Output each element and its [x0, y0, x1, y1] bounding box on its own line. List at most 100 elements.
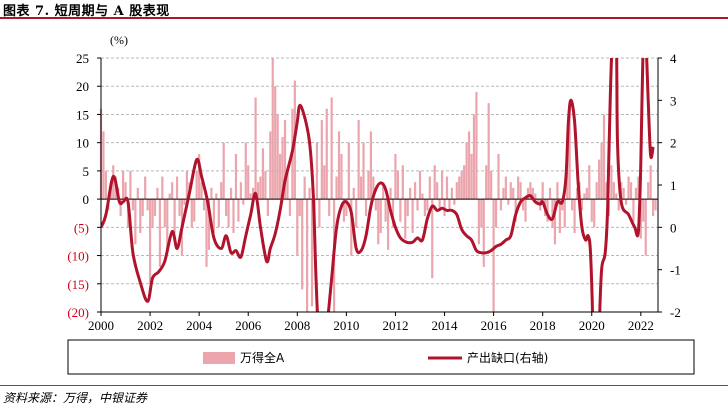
- bar: [382, 182, 385, 200]
- bar: [104, 170, 108, 200]
- bar: [632, 199, 635, 222]
- bar: [602, 114, 606, 200]
- x-tick-label: 2008: [284, 318, 310, 333]
- right-tick-label: 4: [670, 51, 677, 66]
- bar: [102, 131, 105, 200]
- bar: [386, 199, 390, 250]
- bar: [296, 199, 299, 256]
- bar: [374, 199, 377, 211]
- bar: [504, 176, 507, 200]
- bar: [490, 170, 493, 200]
- bar: [453, 199, 456, 205]
- bar: [173, 199, 176, 233]
- bar: [168, 193, 171, 200]
- bar: [649, 165, 652, 200]
- bar: [271, 58, 274, 200]
- page-title: 图表 7. 短周期与 A 股表现: [3, 4, 170, 19]
- bar: [455, 182, 458, 200]
- bar: [134, 199, 137, 245]
- bar: [590, 199, 593, 222]
- bar: [507, 199, 510, 205]
- x-tick-label: 2006: [235, 318, 262, 333]
- bar: [575, 187, 579, 200]
- legend-line-label: 产出缺口(右轴): [467, 350, 548, 365]
- bar: [629, 182, 633, 200]
- bar: [148, 199, 152, 284]
- bar: [637, 176, 640, 200]
- bar: [497, 153, 500, 200]
- right-tick-label: 1: [670, 178, 677, 193]
- bar: [323, 165, 326, 200]
- bar: [178, 199, 181, 217]
- bar: [377, 199, 380, 245]
- bar: [519, 182, 522, 200]
- bar: [328, 199, 331, 217]
- bar: [521, 199, 525, 211]
- bar: [394, 153, 397, 200]
- bar: [301, 199, 304, 290]
- bar: [595, 182, 598, 200]
- bar: [467, 131, 471, 200]
- bar: [426, 199, 429, 211]
- bar: [634, 187, 638, 200]
- bar: [205, 199, 208, 267]
- bar: [571, 199, 574, 211]
- bar: [610, 165, 613, 200]
- gridlines: [101, 57, 658, 285]
- right-axis-ticks: 4 3 2 1 0 -1 -2: [658, 51, 681, 320]
- bar: [612, 182, 615, 200]
- legend-bar-label: 万得全A: [240, 350, 285, 365]
- bar: [413, 182, 417, 200]
- bar: [190, 199, 193, 228]
- bar: [556, 182, 559, 200]
- bar: [286, 170, 289, 200]
- x-tick-label: 2000: [88, 318, 114, 333]
- bar: [580, 199, 584, 211]
- bar: [433, 165, 436, 200]
- bar: [325, 108, 328, 200]
- bar: [200, 182, 203, 200]
- bar: [563, 199, 566, 228]
- bar: [534, 193, 537, 200]
- bar: [298, 199, 301, 217]
- bar: [193, 199, 196, 222]
- bar: [583, 193, 586, 200]
- bar: [647, 182, 650, 200]
- bar: [362, 142, 365, 200]
- bar: [477, 199, 480, 245]
- bar: [526, 187, 530, 200]
- right-tick-label: 3: [670, 93, 677, 108]
- bar: [573, 199, 576, 233]
- bar: [546, 199, 549, 222]
- bar: [593, 199, 596, 228]
- legend: 万得全A 产出缺口(右轴): [67, 339, 695, 375]
- bar: [254, 97, 257, 200]
- bar: [146, 199, 149, 211]
- bar: [568, 108, 571, 200]
- bar: [389, 187, 392, 200]
- unit-label: (%): [110, 33, 128, 47]
- bar: [431, 199, 434, 279]
- bar: [217, 199, 220, 228]
- bar: [551, 199, 554, 228]
- bar: [144, 176, 147, 200]
- left-tick-label: 10: [76, 136, 89, 151]
- bar: [396, 170, 400, 200]
- bar: [185, 170, 188, 200]
- bar: [416, 199, 419, 211]
- bar: [561, 199, 564, 211]
- legend-box: [67, 339, 695, 375]
- bar: [232, 199, 235, 233]
- bar: [131, 199, 134, 211]
- bar: [279, 153, 282, 200]
- bar: [337, 131, 341, 200]
- left-axis-ticks: 25 20 15 10 5 0 (5) (10) (15) (20): [67, 51, 101, 320]
- bar: [215, 193, 218, 200]
- bar: [269, 131, 272, 200]
- bar: [237, 199, 240, 222]
- bar: [357, 120, 360, 200]
- bar: [183, 199, 186, 205]
- bar: [418, 170, 422, 200]
- bar: [161, 176, 164, 200]
- bar: [112, 165, 115, 200]
